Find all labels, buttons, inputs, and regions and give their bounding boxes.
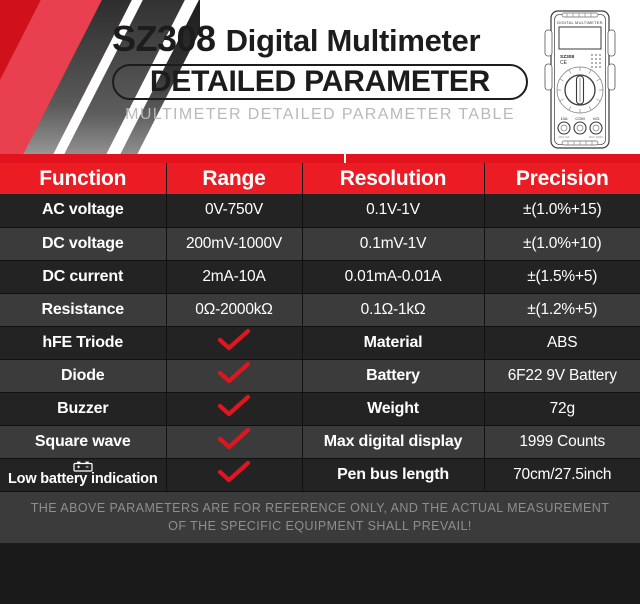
- svg-text:10A: 10A: [560, 116, 567, 121]
- cell-function: DC current: [0, 260, 167, 294]
- cell-spec-value: 1999 Counts: [484, 425, 640, 459]
- header-red-divider: [0, 154, 640, 163]
- cell-precision: ±(1.2%+5): [484, 293, 640, 327]
- cell-range: 0Ω-2000kΩ: [166, 293, 303, 327]
- table-row: Buzzer Weight 72g: [0, 392, 640, 426]
- cell-function: hFE Triode: [0, 326, 167, 360]
- column-header-resolution: Resolution: [302, 163, 485, 194]
- column-header-precision: Precision: [484, 163, 640, 194]
- cell-resolution: 0.1Ω-1kΩ: [302, 293, 485, 327]
- svg-text:V/Ω: V/Ω: [593, 116, 600, 121]
- cell-function: Resistance: [0, 293, 167, 327]
- bottom-filler: [0, 542, 640, 599]
- cell-range: 200mV-1000V: [166, 227, 303, 261]
- cell-spec-value: ABS: [484, 326, 640, 360]
- cell-function: DC voltage: [0, 227, 167, 261]
- cell-resolution: 0.01mA-0.01A: [302, 260, 485, 294]
- svg-text:CE: CE: [560, 60, 568, 66]
- table-row: Square wave Max digital display 1999 Count…: [0, 425, 640, 459]
- battery-icon: [4, 461, 162, 472]
- table-body: AC voltage 0V-750V 0.1V-1V ±(1.0%+15) DC vol…: [0, 194, 640, 492]
- cell-resolution: 0.1mV-1V: [302, 227, 485, 261]
- disclaimer-line-1: THE ABOVE PARAMETERS ARE FOR REFERENCE O…: [30, 500, 610, 515]
- svg-text:MAX 1000V: MAX 1000V: [589, 135, 603, 139]
- cell-supported: [166, 359, 303, 393]
- cell-resolution: 0.1V-1V: [302, 194, 485, 228]
- page-header: SZ308 Digital Multimeter DETAILED PARAME…: [0, 0, 640, 163]
- cell-precision: ±(1.5%+5): [484, 260, 640, 294]
- table-header-row: Function Range Resolution Precision: [0, 163, 640, 194]
- parameter-table: Function Range Resolution Precision AC v…: [0, 163, 640, 492]
- cell-spec-key: Material: [302, 326, 485, 360]
- cell-function-label: Low battery indication: [8, 471, 158, 488]
- title-block: SZ308 Digital Multimeter DETAILED PARAME…: [112, 18, 528, 124]
- multimeter-icon: DIGITAL MULTIMETER SZ308 CE: [542, 8, 618, 151]
- banner-pill: DETAILED PARAMETER: [112, 64, 528, 100]
- column-header-range: Range: [166, 163, 303, 194]
- svg-text:DIGITAL MULTIMETER: DIGITAL MULTIMETER: [557, 20, 603, 25]
- table-row: DC voltage 200mV-1000V 0.1mV-1V ±(1.0%+10): [0, 227, 640, 261]
- product-name: Digital Multimeter: [225, 23, 481, 58]
- table-row: Diode Battery 6F22 9V Battery: [0, 359, 640, 393]
- cell-spec-key: Weight: [302, 392, 485, 426]
- svg-text:SZ308: SZ308: [560, 54, 574, 60]
- cell-spec-value: 6F22 9V Battery: [484, 359, 640, 393]
- check-icon: [217, 427, 251, 450]
- cell-range: 0V-750V: [166, 194, 303, 228]
- check-icon: [217, 328, 251, 351]
- cell-spec-key: Max digital display: [302, 425, 485, 459]
- product-model: SZ308: [112, 18, 216, 59]
- cell-spec-value: 70cm/27.5inch: [484, 458, 640, 492]
- disclaimer-line-2: OF THE SPECIFIC EQUIPMENT SHALL PREVAIL!: [168, 518, 472, 533]
- cell-precision: ±(1.0%+10): [484, 227, 640, 261]
- page-title: SZ308 Digital Multimeter: [112, 18, 524, 60]
- cell-precision: ±(1.0%+15): [484, 194, 640, 228]
- table-row: hFE Triode Material ABS: [0, 326, 640, 360]
- cell-function: AC voltage: [0, 194, 167, 228]
- cell-range: 2mA-10A: [166, 260, 303, 294]
- column-header-function: Function: [0, 163, 167, 194]
- check-icon: [217, 361, 251, 384]
- cell-spec-key: Battery: [302, 359, 485, 393]
- svg-text:MAX 10A: MAX 10A: [559, 135, 570, 139]
- page-subtitle: MULTIMETER DETAILED PARAMETER TABLE: [125, 106, 515, 123]
- table-row: Low battery indication Pen bus length 70cm…: [0, 458, 640, 492]
- cell-supported: [166, 458, 303, 492]
- cell-function: Square wave: [0, 425, 167, 459]
- cell-function: Low battery indication: [0, 458, 167, 492]
- cell-function: Diode: [0, 359, 167, 393]
- table-row: AC voltage 0V-750V 0.1V-1V ±(1.0%+15): [0, 194, 640, 228]
- cell-supported: [166, 392, 303, 426]
- table-row: DC current 2mA-10A 0.01mA-0.01A ±(1.5%+5): [0, 260, 640, 294]
- cell-function: Buzzer: [0, 392, 167, 426]
- banner-text: DETAILED PARAMETER: [149, 65, 491, 98]
- disclaimer-note: THE ABOVE PARAMETERS ARE FOR REFERENCE O…: [0, 491, 640, 543]
- svg-text:COM: COM: [575, 116, 584, 121]
- cell-spec-value: 72g: [484, 392, 640, 426]
- check-icon: [217, 394, 251, 417]
- check-icon: [217, 460, 251, 483]
- cell-supported: [166, 425, 303, 459]
- cell-spec-key: Pen bus length: [302, 458, 485, 492]
- table-row: Resistance 0Ω-2000kΩ 0.1Ω-1kΩ ±(1.2%+5): [0, 293, 640, 327]
- cell-supported: [166, 326, 303, 360]
